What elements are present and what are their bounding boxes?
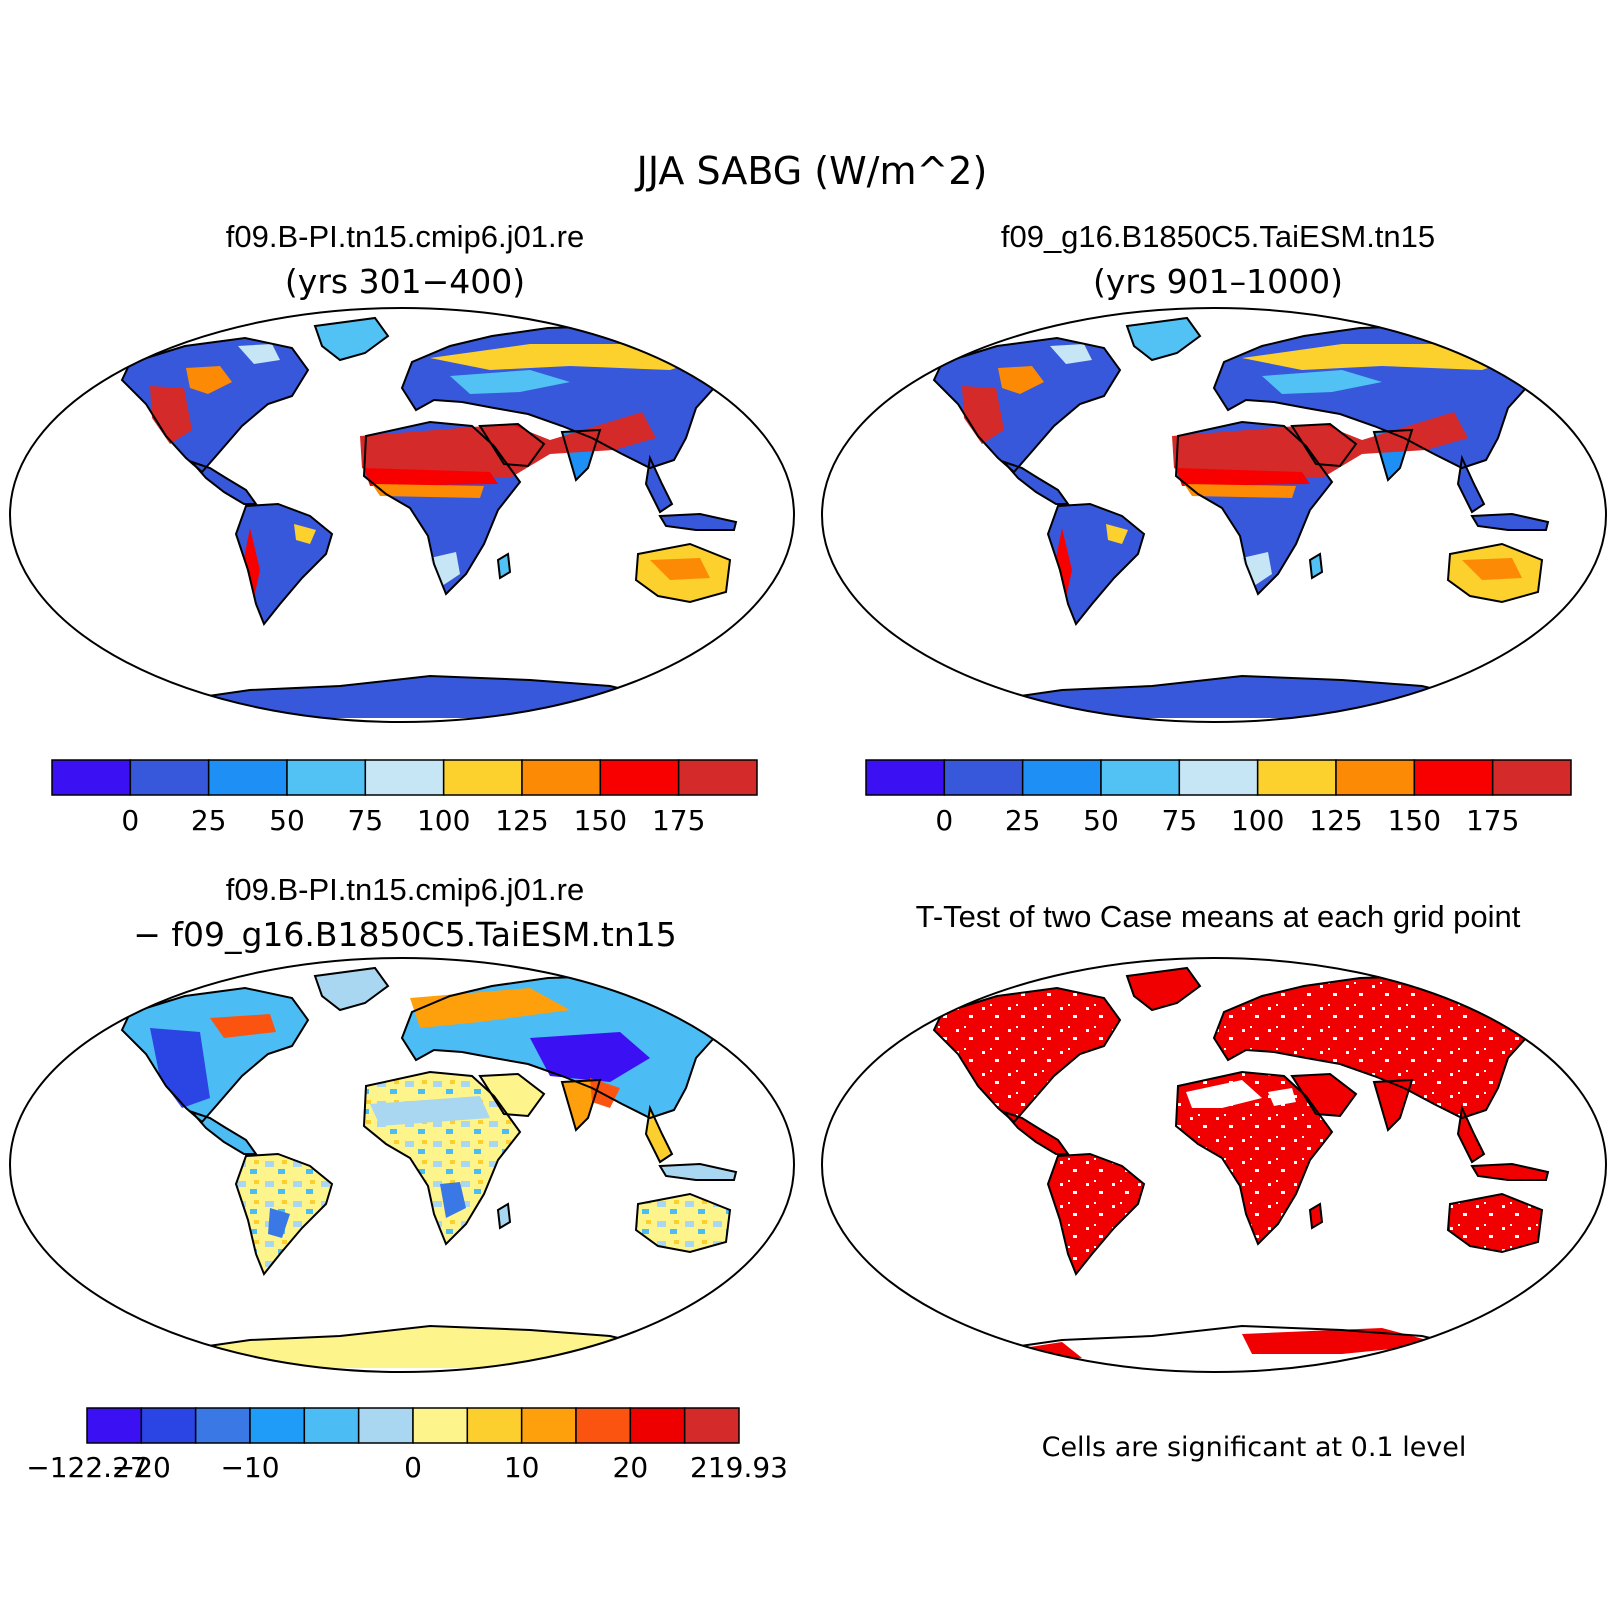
colorbar-box	[1021, 759, 1102, 796]
colorbar-box	[865, 759, 946, 796]
colorbar-box	[1100, 759, 1181, 796]
colorbar-tick-label: 25	[191, 804, 227, 837]
panel-case1-title: f09.B-PI.tn15.cmip6.j01.re	[226, 219, 584, 254]
colorbar-box	[412, 1407, 469, 1444]
colorbar-box	[1413, 759, 1494, 796]
colorbar-box	[1335, 759, 1416, 796]
colorbar-tick-label: 150	[1388, 804, 1441, 837]
panel-case2-colorbar: 0 25 50 75 100 125 150 175	[865, 759, 1572, 837]
colorbar-tick-label: 125	[495, 804, 548, 837]
colorbar-tick-label: 100	[1231, 804, 1284, 837]
colorbar-tick-label: −10	[220, 1451, 279, 1484]
panel-case2-map	[821, 307, 1607, 723]
panel-ttest-map	[821, 957, 1607, 1373]
panel-case1-subtitle: (yrs 301−400)	[285, 262, 525, 301]
colorbar-tick-label: 100	[417, 804, 470, 837]
colorbar-box	[1256, 759, 1337, 796]
colorbar-tick-label: 125	[1309, 804, 1362, 837]
colorbar-tick-label: 0	[121, 804, 139, 837]
colorbar-tick-label: −122.27	[26, 1451, 147, 1484]
panel-case2: f09_g16.B1850C5.TaiESM.tn15 (yrs 901–100…	[821, 219, 1607, 837]
colorbar-box	[599, 759, 680, 796]
colorbar-tick-label: 10	[504, 1451, 540, 1484]
colorbar-tick-label: 0	[935, 804, 953, 837]
colorbar-box	[364, 759, 445, 796]
colorbar-tick-label: 75	[348, 804, 384, 837]
colorbar-tick-label: 25	[1005, 804, 1041, 837]
panel-ttest: T-Test of two Case means at each grid po…	[821, 899, 1607, 1463]
panel-diff-colorbar: −122.27−20 −10 0 10 20 219.93	[26, 1407, 788, 1484]
colorbar-box	[1178, 759, 1259, 796]
colorbar-box	[1491, 759, 1572, 796]
colorbar-box	[943, 759, 1024, 796]
colorbar-box	[286, 759, 367, 796]
colorbar-tick-label: 150	[574, 804, 627, 837]
colorbar-box	[207, 759, 288, 796]
panel-case2-title: f09_g16.B1850C5.TaiESM.tn15	[1001, 219, 1435, 254]
colorbar-box	[303, 1407, 360, 1444]
panel-ttest-title: T-Test of two Case means at each grid po…	[916, 899, 1521, 934]
colorbar-box	[677, 759, 758, 796]
colorbar-tick-label: 75	[1162, 804, 1198, 837]
map-border	[9, 307, 795, 723]
panel-case1-colorbar: 0 25 50 75 100 125 150 175	[51, 759, 758, 837]
panel-case1-map	[9, 307, 795, 723]
figure-title: JJA SABG (W/m^2)	[635, 149, 988, 193]
colorbar-tick-label: 0	[404, 1451, 422, 1484]
colorbar-box	[683, 1407, 740, 1444]
colorbar-box	[575, 1407, 632, 1444]
colorbar-box	[520, 1407, 577, 1444]
panel-case1: f09.B-PI.tn15.cmip6.j01.re (yrs 301−400)…	[9, 219, 795, 837]
colorbar-box	[140, 1407, 197, 1444]
colorbar-box	[249, 1407, 306, 1444]
colorbar-box	[129, 759, 210, 796]
panel-case2-subtitle: (yrs 901–1000)	[1093, 262, 1343, 301]
colorbar-box	[629, 1407, 686, 1444]
colorbar-box	[194, 1407, 251, 1444]
colorbar-tick-label: 20	[613, 1451, 649, 1484]
colorbar-tick-label: 50	[269, 804, 305, 837]
colorbar-tick-label: 50	[1083, 804, 1119, 837]
colorbar-box	[466, 1407, 523, 1444]
map-border	[821, 307, 1607, 723]
colorbar-box	[357, 1407, 414, 1444]
colorbar-tick-label: 175	[1466, 804, 1519, 837]
map-border	[9, 957, 795, 1373]
map-border	[821, 957, 1607, 1373]
colorbar-tick-label: 219.93	[690, 1451, 788, 1484]
panel-ttest-note: Cells are significant at 0.1 level	[1042, 1432, 1467, 1463]
colorbar-tick-label: −20	[112, 1451, 171, 1484]
colorbar-box	[86, 1407, 143, 1444]
panel-diff-subtitle: − f09_g16.B1850C5.TaiESM.tn15	[133, 915, 677, 954]
colorbar-box	[51, 759, 132, 796]
colorbar-tick-label: 175	[652, 804, 705, 837]
panel-diff-map	[9, 957, 795, 1373]
panel-diff-title: f09.B-PI.tn15.cmip6.j01.re	[226, 872, 584, 907]
colorbar-box	[442, 759, 523, 796]
colorbar-box	[521, 759, 602, 796]
panel-diff: f09.B-PI.tn15.cmip6.j01.re − f09_g16.B18…	[9, 872, 795, 1484]
